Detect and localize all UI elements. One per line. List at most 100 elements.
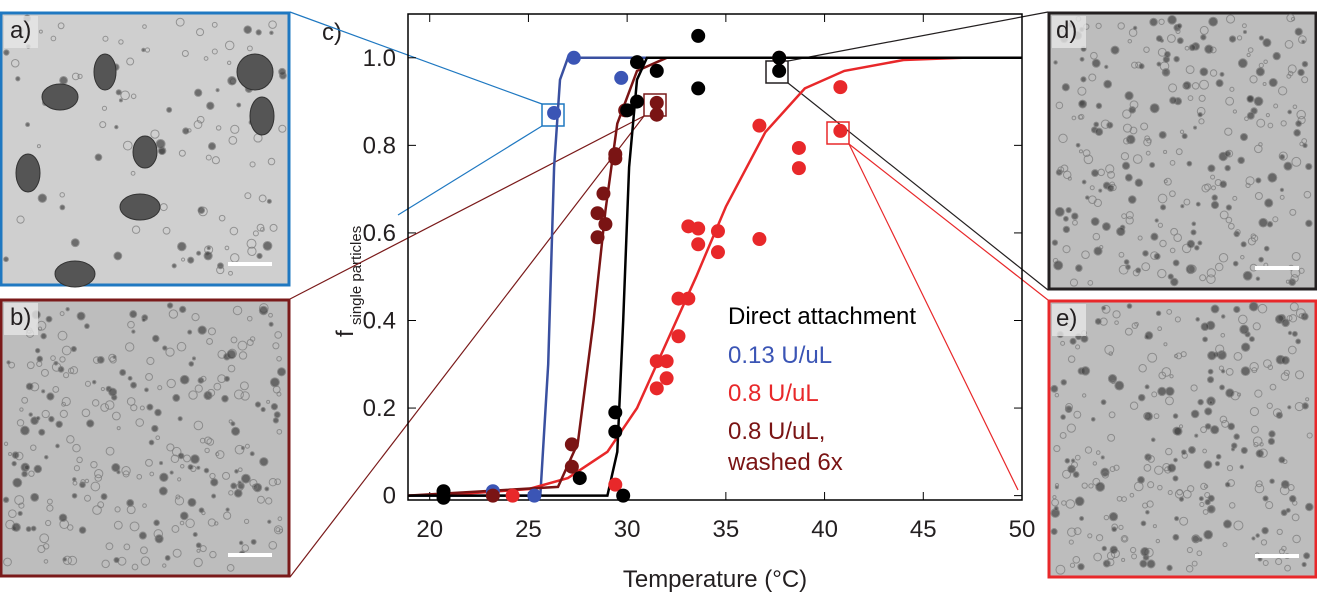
texture-dot bbox=[1078, 113, 1085, 120]
texture-dot bbox=[1099, 245, 1104, 250]
texture-dot bbox=[1149, 17, 1158, 27]
texture-dot bbox=[1298, 267, 1305, 274]
texture-dot bbox=[1221, 419, 1230, 428]
texture-dot bbox=[1120, 152, 1130, 161]
fit-line bbox=[407, 56, 1022, 497]
texture-dot bbox=[1169, 374, 1174, 379]
texture-dot bbox=[207, 142, 217, 151]
texture-dot bbox=[1190, 409, 1200, 419]
texture-dot bbox=[76, 311, 86, 321]
texture-dot bbox=[1187, 95, 1194, 101]
texture-dot bbox=[1127, 38, 1133, 44]
texture-dot bbox=[1170, 227, 1179, 236]
texture-dot bbox=[1233, 520, 1244, 531]
texture-dot bbox=[1140, 546, 1150, 557]
texture-dot bbox=[211, 493, 217, 499]
texture-dot bbox=[1195, 201, 1201, 207]
texture-dot bbox=[1286, 13, 1295, 23]
texture-dot bbox=[1100, 399, 1107, 406]
texture-dot bbox=[1210, 425, 1220, 435]
texture-dot bbox=[1174, 515, 1180, 522]
texture-dot bbox=[1121, 536, 1128, 542]
texture-dot bbox=[124, 342, 135, 352]
texture-dot bbox=[1095, 102, 1103, 110]
label-bg bbox=[1052, 16, 1086, 48]
texture-dot bbox=[215, 450, 225, 459]
texture-dot bbox=[1298, 35, 1307, 44]
texture-dot bbox=[1236, 392, 1242, 397]
texture-dot bbox=[1202, 509, 1209, 515]
texture-dot bbox=[256, 223, 265, 232]
texture-dot bbox=[211, 21, 218, 28]
texture-dot bbox=[1118, 251, 1125, 258]
texture-dot bbox=[1258, 35, 1265, 41]
texture-dot bbox=[1093, 198, 1102, 208]
data-point bbox=[527, 488, 542, 503]
texture-dot bbox=[1131, 61, 1139, 69]
texture-dot bbox=[178, 149, 186, 157]
texture-dot bbox=[1198, 496, 1204, 502]
aggregate bbox=[93, 53, 117, 91]
texture-dot bbox=[145, 458, 153, 467]
texture-dot bbox=[1200, 34, 1207, 41]
x-tick-label: 20 bbox=[416, 516, 443, 543]
texture-dot bbox=[135, 418, 145, 427]
texture-dot bbox=[28, 412, 33, 417]
texture-dot bbox=[1095, 450, 1101, 455]
texture-dot bbox=[1254, 191, 1263, 201]
texture-dot bbox=[274, 478, 282, 486]
fit-line bbox=[408, 56, 1022, 497]
data-point bbox=[649, 95, 664, 110]
texture-dot bbox=[278, 124, 287, 133]
texture-dot bbox=[177, 477, 182, 482]
texture-dot bbox=[136, 473, 143, 480]
label-bg bbox=[1052, 304, 1086, 336]
texture-dot bbox=[162, 226, 171, 235]
texture-dot bbox=[1268, 430, 1276, 438]
texture-dot bbox=[179, 511, 189, 521]
texture-dot bbox=[153, 519, 160, 527]
texture-dot bbox=[1194, 433, 1199, 438]
texture-dot bbox=[48, 415, 55, 423]
texture-dot bbox=[1198, 118, 1205, 125]
texture-dot bbox=[269, 30, 274, 36]
texture-dot bbox=[1207, 350, 1217, 361]
texture-dot bbox=[1059, 432, 1067, 439]
texture-dot bbox=[148, 439, 155, 446]
texture-dot bbox=[196, 465, 201, 470]
texture-dot bbox=[1104, 64, 1109, 70]
texture-dot bbox=[1219, 71, 1225, 77]
texture-dot bbox=[1112, 310, 1121, 319]
texture-dot bbox=[1061, 500, 1067, 506]
texture-dot bbox=[1155, 310, 1162, 317]
texture-dot bbox=[18, 502, 25, 509]
texture-dot bbox=[1141, 262, 1151, 272]
data-point bbox=[614, 70, 629, 85]
texture-dot bbox=[1254, 389, 1263, 398]
texture-dot bbox=[1140, 520, 1147, 527]
texture-dot bbox=[145, 372, 153, 381]
texture-dot bbox=[1055, 101, 1064, 110]
texture-dot bbox=[73, 465, 80, 472]
texture-dot bbox=[1095, 534, 1104, 542]
texture-dot bbox=[1129, 126, 1138, 135]
texture-dot bbox=[30, 492, 40, 502]
texture-dot bbox=[1266, 402, 1273, 409]
texture-dot bbox=[1154, 465, 1164, 475]
texture-dot bbox=[1065, 403, 1073, 411]
texture-dot bbox=[246, 238, 257, 249]
texture-dot bbox=[1085, 195, 1090, 200]
texture-dot bbox=[1182, 81, 1192, 90]
texture-dot bbox=[177, 241, 187, 252]
texture-dot bbox=[1124, 91, 1134, 101]
texture-dot bbox=[1246, 52, 1251, 58]
label-bg bbox=[4, 303, 38, 335]
texture-dot bbox=[215, 88, 220, 93]
texture-dot bbox=[150, 129, 160, 139]
panel-label: d) bbox=[1056, 17, 1077, 44]
texture-dot bbox=[1227, 222, 1235, 230]
texture-dot bbox=[1176, 37, 1184, 45]
texture-dot bbox=[1294, 401, 1304, 412]
texture-dot bbox=[1187, 485, 1195, 493]
texture-dot bbox=[1273, 103, 1279, 109]
